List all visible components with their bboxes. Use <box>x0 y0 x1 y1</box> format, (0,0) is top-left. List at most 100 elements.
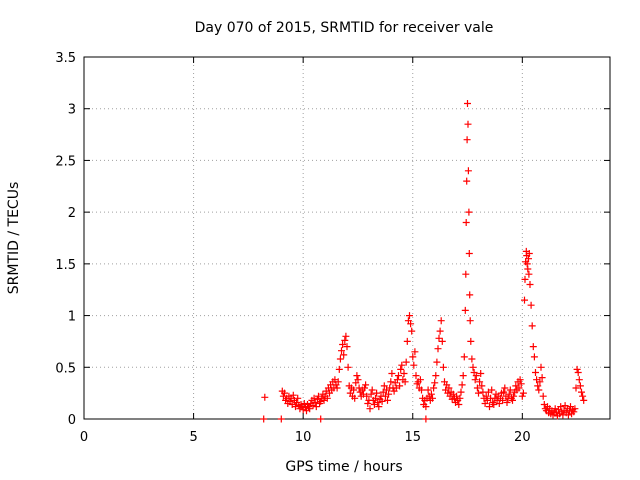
data-point <box>539 392 547 400</box>
data-point <box>380 382 388 390</box>
data-point <box>375 403 383 411</box>
data-point <box>403 337 411 345</box>
data-point <box>501 384 509 392</box>
data-point <box>517 380 525 388</box>
data-point <box>468 355 476 363</box>
data-point <box>532 369 539 376</box>
data-point <box>289 391 297 399</box>
data-point <box>537 363 545 371</box>
data-point <box>458 381 466 389</box>
data-point <box>464 167 472 175</box>
data-point <box>339 341 347 348</box>
data-point <box>378 397 386 405</box>
data-point <box>430 384 438 392</box>
data-point <box>499 396 507 404</box>
data-point <box>466 317 474 325</box>
y-axis-label: SRMTID / TECUs <box>6 182 22 295</box>
data-point <box>368 386 376 394</box>
data-point <box>300 400 308 407</box>
data-point <box>482 392 490 400</box>
data-point <box>432 372 440 380</box>
data-point <box>506 386 514 394</box>
data-point <box>340 351 348 359</box>
data-point <box>294 394 302 402</box>
data-point <box>465 250 473 257</box>
data-point <box>503 399 511 406</box>
axis-ticks: 0 0.5 1 1.5 2 2.5 3 3.5 0 5 10 15 20 <box>55 51 610 445</box>
data-point <box>342 332 350 340</box>
data-point <box>534 382 542 390</box>
data-point <box>400 370 408 377</box>
data-point <box>527 301 535 309</box>
data-point <box>538 374 546 382</box>
data-point <box>422 415 430 423</box>
x-tick-label: 15 <box>404 430 421 445</box>
data-point <box>367 390 375 398</box>
data-point <box>435 334 443 342</box>
data-point <box>310 394 318 402</box>
y-tick-label: 3 <box>68 103 76 118</box>
data-point <box>361 384 368 392</box>
data-point <box>525 250 533 257</box>
data-point <box>372 394 379 402</box>
y-tick-label: 0.5 <box>55 361 76 376</box>
data-point <box>364 400 372 407</box>
data-point <box>402 358 410 366</box>
data-point <box>472 372 480 380</box>
data-point <box>353 372 361 380</box>
data-point <box>460 353 468 361</box>
data-point <box>396 382 404 390</box>
y-tick-label: 3.5 <box>55 51 76 66</box>
data-point <box>406 312 413 320</box>
data-point <box>521 275 529 283</box>
x-axis-label: GPS time / hours <box>285 459 402 475</box>
chart-title: Day 070 of 2015, SRMTID for receiver val… <box>195 20 494 36</box>
data-point <box>463 136 471 144</box>
data-point <box>398 361 406 369</box>
data-point <box>412 372 420 380</box>
data-point <box>384 396 391 404</box>
data-point <box>366 405 374 413</box>
data-point <box>261 393 269 401</box>
data-point <box>573 365 581 373</box>
y-tick-label: 2.5 <box>55 154 76 169</box>
data-point <box>434 345 442 353</box>
grid <box>84 57 610 419</box>
data-point <box>465 208 473 216</box>
y-tick-label: 0 <box>68 413 76 428</box>
data-point <box>462 270 470 278</box>
data-point <box>351 394 359 402</box>
data-point <box>354 376 362 384</box>
data-point <box>461 306 469 314</box>
data-point <box>463 177 471 185</box>
data-point <box>455 401 463 408</box>
data-points <box>260 100 588 423</box>
data-point <box>409 353 417 361</box>
data-point <box>475 389 482 397</box>
data-point <box>433 358 441 366</box>
data-point <box>535 386 543 394</box>
data-point <box>427 390 435 398</box>
data-point <box>518 392 526 400</box>
data-point <box>524 265 532 273</box>
data-point <box>464 120 472 128</box>
data-point <box>335 365 343 373</box>
data-point <box>469 363 477 371</box>
data-point <box>373 389 381 397</box>
data-point <box>526 281 534 288</box>
data-point <box>519 389 527 397</box>
data-point <box>521 296 528 304</box>
data-point <box>338 347 345 355</box>
data-point <box>411 348 419 356</box>
data-point <box>578 388 585 396</box>
data-point <box>407 320 415 328</box>
data-point <box>436 327 444 335</box>
data-point <box>530 353 538 361</box>
data-point <box>334 378 342 386</box>
data-point <box>510 392 518 400</box>
data-point <box>500 388 508 396</box>
data-point <box>344 363 352 371</box>
data-point <box>495 400 503 407</box>
data-point <box>416 376 424 384</box>
